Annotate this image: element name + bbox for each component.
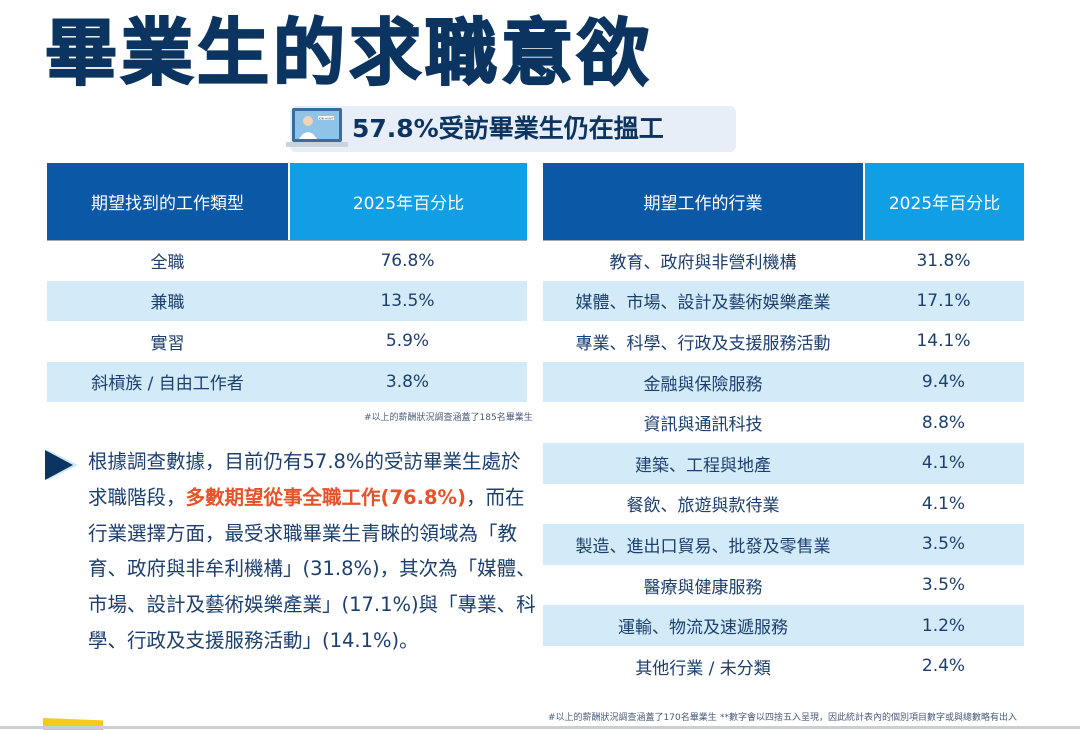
table-row: 製造、進出口貿易、批發及零售業 3.5%	[543, 524, 1024, 565]
table-row: 餐飲、旅遊與款待業 4.1%	[543, 484, 1024, 525]
subtitle-text: 57.8%受訪畢業生仍在搵工	[352, 114, 664, 143]
percent-cell: 13.5%	[288, 280, 527, 321]
table-row: 其他行業 / 未分類 2.4%	[543, 646, 1024, 687]
percent-cell: 3.5%	[863, 524, 1024, 565]
play-arrow-icon	[45, 450, 78, 480]
table-row: 建築、工程與地產 4.1%	[543, 442, 1024, 484]
header-percent: 2025年百分比	[288, 163, 527, 240]
table-row: 運輸、物流及速遞服務 1.2%	[543, 605, 1024, 646]
table-row: 全職 76.8%	[47, 240, 527, 281]
percent-cell: 76.8%	[288, 240, 527, 281]
job-type-table: 期望找到的工作類型 2025年百分比 全職 76.8% 兼職 13.5% 實習 5.9% 斜…	[47, 163, 527, 402]
left-table-note: #以上的薪酬狀況調查涵蓋了185名畢業生	[364, 413, 533, 423]
header-job-type: 期望找到的工作類型	[47, 163, 288, 240]
percent-cell: 31.8%	[863, 240, 1024, 281]
label-cell: 實習	[150, 333, 185, 354]
percent-cell: 14.1%	[916, 331, 971, 352]
percent-cell: 9.4%	[863, 361, 1024, 403]
label-cell: 運輸、物流及速遞服務	[543, 605, 863, 646]
summary-paragraph: 根據調查數據，目前仍有57.8%的受訪畢業生處於求職階段，多數期望從事全職工作(…	[88, 444, 536, 659]
header-percent: 2025年百分比	[863, 163, 1024, 240]
label-cell: 建築、工程與地產	[543, 442, 863, 484]
table-row: 斜槓族 / 自由工作者 3.8%	[47, 361, 527, 402]
table-row: 資訊與通訊科技 8.8%	[543, 402, 1024, 443]
label-cell: 製造、進出口貿易、批發及零售業	[543, 524, 863, 565]
percent-cell: 8.8%	[921, 412, 966, 433]
label-cell: 其他行業 / 未分類	[635, 658, 771, 679]
industry-table: 期望工作的行業 2025年百分比 教育、政府與非營利機構 31.8% 媒體、市場、設…	[543, 163, 1024, 687]
label-cell: 斜槓族 / 自由工作者	[47, 361, 288, 402]
paragraph-text: 根據調查數據，目前仍有57.8%的受訪畢業生處於求職階段，	[88, 450, 521, 509]
label-cell: 醫療與健康服務	[643, 577, 763, 598]
label-cell: 專業、科學、行政及支援服務活動	[575, 333, 831, 354]
page-title: 畢業生的求職意欲	[44, 10, 654, 96]
header-industry: 期望工作的行業	[543, 163, 863, 240]
laptop-job-hunt-icon: JOB HUNT	[286, 108, 348, 147]
percent-cell: 5.9%	[385, 331, 430, 352]
percent-cell: 17.1%	[863, 280, 1024, 322]
label-cell: 兼職	[47, 280, 288, 321]
right-table-note: #以上的薪酬狀況調查涵蓋了170名畢業生	[548, 713, 717, 723]
label-cell: 媒體、市場、設計及藝術娛樂產業	[543, 280, 863, 322]
paragraph-highlight: 多數期望從事全職工作(76.8%)	[185, 485, 466, 509]
percent-cell: 3.5%	[921, 575, 966, 596]
label-cell: 金融與保險服務	[543, 361, 863, 403]
percent-cell: 1.2%	[863, 605, 1024, 646]
table-row: 金融與保險服務 9.4%	[543, 361, 1024, 403]
label-cell: 全職	[47, 240, 288, 281]
rounding-note: **數字會以四捨五入呈現，因此統計表內的個別項目數字或與總數略有出入	[720, 713, 1018, 723]
subtitle-banner: JOB HUNT 57.8%受訪畢業生仍在搵工	[286, 106, 736, 152]
percent-cell: 2.4%	[921, 656, 966, 677]
label-cell: 教育、政府與非營利機構	[543, 240, 863, 281]
svg-text:JOB HUNT: JOB HUNT	[318, 117, 334, 121]
bottom-divider	[0, 726, 1080, 729]
table-row: 實習 5.9%	[47, 321, 527, 362]
percent-cell: 3.8%	[288, 361, 527, 402]
percent-cell: 4.1%	[921, 493, 966, 514]
label-cell: 餐飲、旅遊與款待業	[626, 496, 780, 517]
table-row: 教育、政府與非營利機構 31.8%	[543, 240, 1024, 281]
table-row: 兼職 13.5%	[47, 280, 527, 321]
table-row: 媒體、市場、設計及藝術娛樂產業 17.1%	[543, 280, 1024, 322]
table-row: 醫療與健康服務 3.5%	[543, 565, 1024, 606]
percent-cell: 4.1%	[863, 442, 1024, 484]
table-row: 專業、科學、行政及支援服務活動 14.1%	[543, 321, 1024, 362]
label-cell: 資訊與通訊科技	[643, 415, 763, 436]
paragraph-text: ，而在行業選擇方面，最受求職畢業生青睞的領域為「教育、政府與非牟利機構」(31.…	[88, 485, 536, 652]
